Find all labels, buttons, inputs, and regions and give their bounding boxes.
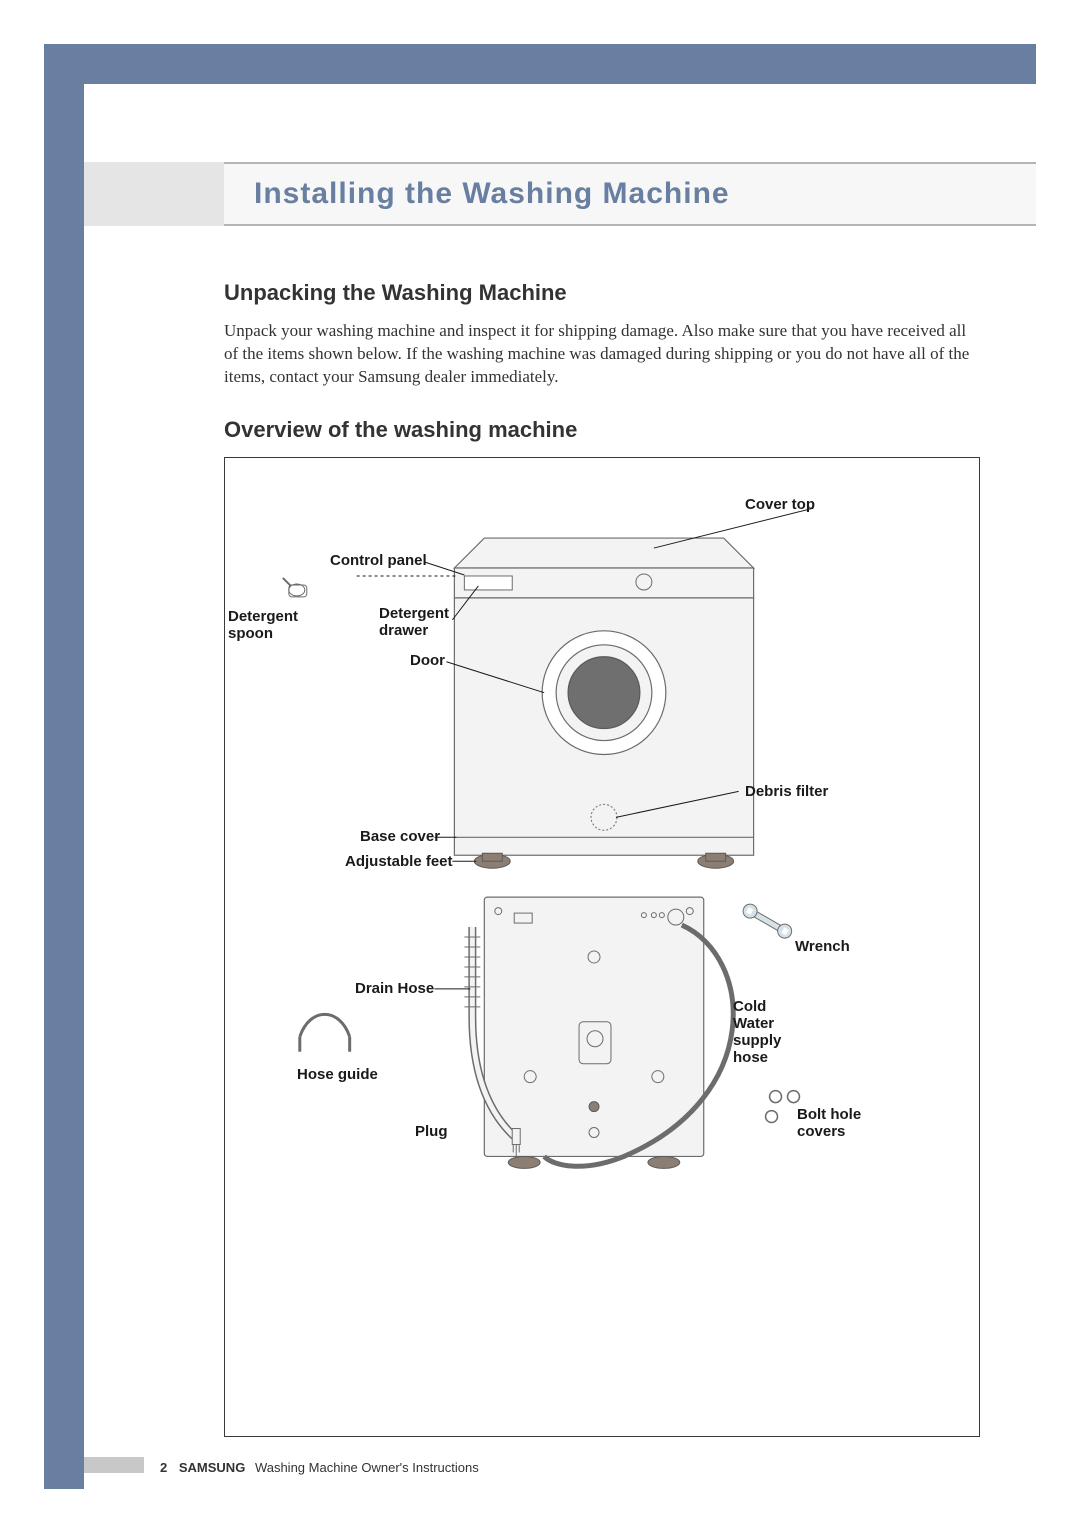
section-overview-heading: Overview of the washing machine (224, 417, 980, 443)
footer-brand: SAMSUNG (179, 1460, 245, 1475)
label-base-cover: Base cover (360, 828, 440, 845)
detergent-spoon-icon (283, 578, 307, 597)
label-detergent-spoon: Detergent spoon (228, 608, 298, 642)
footer-doc-title: Washing Machine Owner's Instructions (255, 1460, 479, 1475)
section-unpacking-body: Unpack your washing machine and inspect … (224, 320, 980, 389)
label-plug: Plug (415, 1123, 448, 1140)
label-detergent-drawer: Detergent drawer (379, 605, 449, 639)
diagram-svg (225, 458, 979, 1436)
label-hose-guide: Hose guide (297, 1066, 378, 1083)
label-control-panel: Control panel (330, 552, 427, 569)
overview-diagram: Cover top Control panel Detergent drawer… (224, 457, 980, 1437)
label-adjustable-feet: Adjustable feet (345, 853, 453, 870)
label-cover-top: Cover top (745, 496, 815, 513)
page-header: Installing the Washing Machine (84, 162, 1036, 226)
label-bolt-covers: Bolt hole covers (797, 1106, 861, 1140)
page-number: 2 (160, 1460, 167, 1475)
label-cold-water: Cold Water supply hose (733, 998, 781, 1066)
section-unpacking-heading: Unpacking the Washing Machine (224, 280, 980, 306)
label-door: Door (410, 652, 445, 669)
footer-text: 2 SAMSUNG Washing Machine Owner's Instru… (160, 1460, 479, 1475)
label-wrench: Wrench (795, 938, 850, 955)
footer-accent-bar (84, 1457, 144, 1473)
label-debris-filter: Debris filter (745, 783, 828, 800)
content-column: Unpacking the Washing Machine Unpack you… (224, 280, 980, 1437)
header-accent-block (84, 162, 224, 226)
accent-top-bar (44, 44, 1036, 84)
page-title: Installing the Washing Machine (224, 162, 1036, 226)
label-drain-hose: Drain Hose (355, 980, 434, 997)
accent-left-bar (44, 44, 84, 1489)
wrench-icon (741, 901, 795, 940)
